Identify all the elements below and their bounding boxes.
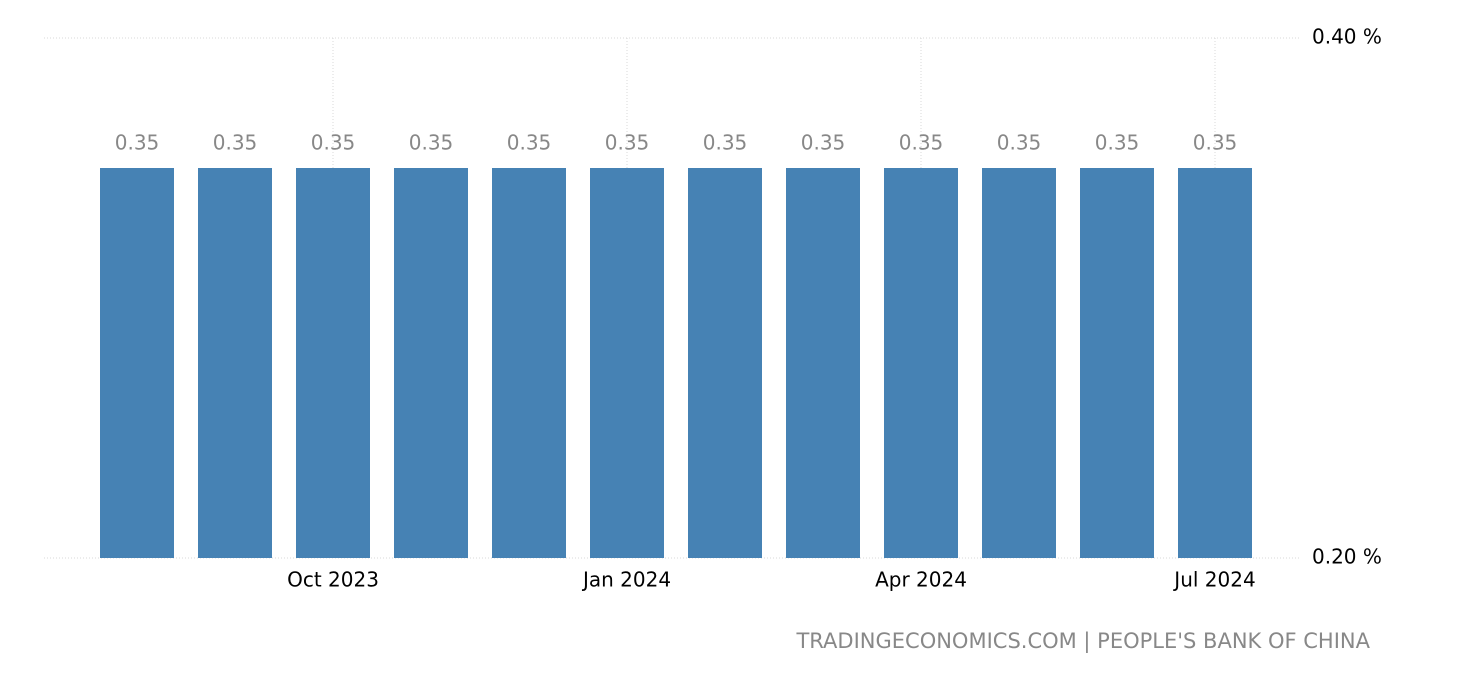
value-label: 0.35 (899, 131, 944, 155)
value-label: 0.35 (311, 131, 356, 155)
y-tick-label: 0.40 % (1312, 25, 1382, 49)
bar (1080, 168, 1154, 558)
value-label: 0.35 (801, 131, 846, 155)
x-tick-label: Apr 2024 (875, 568, 967, 592)
value-label: 0.35 (409, 131, 454, 155)
value-label: 0.35 (213, 131, 258, 155)
x-tick-label: Oct 2023 (287, 568, 379, 592)
source: TRADINGECONOMICS.COM | PEOPLE'S BANK OF … (795, 629, 1370, 654)
bar (296, 168, 370, 558)
bar (394, 168, 468, 558)
value-label: 0.35 (115, 131, 160, 155)
bar (786, 168, 860, 558)
value-label: 0.35 (703, 131, 748, 155)
bar (1178, 168, 1252, 558)
bar (100, 168, 174, 558)
value-label: 0.35 (1193, 131, 1238, 155)
bar (492, 168, 566, 558)
x-tick-label: Jan 2024 (581, 568, 671, 592)
bar (982, 168, 1056, 558)
x-tick-label: Jul 2024 (1172, 568, 1255, 592)
y-tick-label: 0.20 % (1312, 545, 1382, 569)
bar (198, 168, 272, 558)
value-label: 0.35 (605, 131, 650, 155)
bar (884, 168, 958, 558)
value-label: 0.35 (507, 131, 552, 155)
value-label: 0.35 (997, 131, 1042, 155)
value-label: 0.35 (1095, 131, 1140, 155)
bar (590, 168, 664, 558)
bar (688, 168, 762, 558)
